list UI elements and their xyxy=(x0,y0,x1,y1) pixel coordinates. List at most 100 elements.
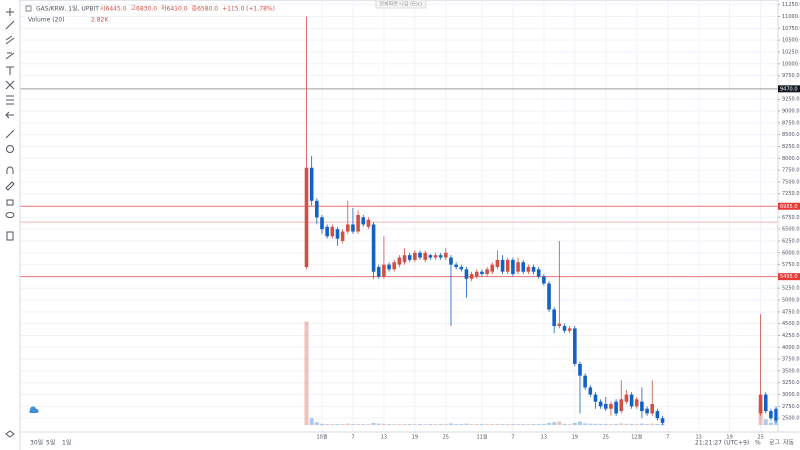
volume-bar xyxy=(526,424,531,425)
y-tick-label: 4500.0 xyxy=(782,321,800,327)
fib-tool[interactable] xyxy=(6,95,14,105)
candle-body xyxy=(433,255,438,258)
candle-body xyxy=(407,255,412,260)
scale-option[interactable]: % xyxy=(755,440,761,447)
candle-body xyxy=(614,401,618,414)
y-tick-label: 11250.0 xyxy=(782,2,800,8)
volume-bar xyxy=(340,424,345,425)
scale-option[interactable]: 로그 xyxy=(769,440,781,447)
x-tick-label: 25 xyxy=(757,435,763,441)
trash-tool[interactable] xyxy=(6,231,14,241)
x-tick-label: 25 xyxy=(443,435,449,441)
volume-bar xyxy=(304,321,309,425)
candle-body xyxy=(361,217,366,225)
volume-bar xyxy=(557,421,562,425)
candle-body xyxy=(500,259,505,272)
candle-body xyxy=(511,259,515,275)
volume-bar xyxy=(350,424,355,425)
candle-body xyxy=(609,404,613,409)
x-tick-label: 7 xyxy=(511,435,514,441)
x-tick-label: 11월 xyxy=(476,434,487,441)
candle-body xyxy=(547,283,551,310)
x-tick-label: 12월 xyxy=(631,434,642,441)
candle-body xyxy=(490,264,495,272)
zoom-tool[interactable] xyxy=(6,145,14,153)
crosshair-tool[interactable] xyxy=(6,8,14,16)
pattern-tool[interactable] xyxy=(5,80,15,90)
magnet-tool[interactable] xyxy=(6,166,14,174)
candle-body xyxy=(356,215,360,232)
volume-bar xyxy=(474,424,479,425)
volume-bar xyxy=(531,424,536,425)
candle-body xyxy=(562,326,567,331)
x-tick-label: 13 xyxy=(541,435,547,441)
range-button[interactable]: 1일 xyxy=(62,439,71,447)
bottom-bar: 30일 5일 1일 21:21:27 (UTC+9)% 로그 자동 xyxy=(30,439,795,447)
candle-body xyxy=(418,252,422,258)
x-tick-label: 19 xyxy=(726,435,732,441)
collapse-icon[interactable] xyxy=(25,5,32,12)
candle-body xyxy=(655,411,660,419)
y-tick-label: 8250.0 xyxy=(782,144,800,150)
candle-body xyxy=(542,276,546,284)
candle-body xyxy=(531,266,536,272)
y-tick-label: 3250.0 xyxy=(782,380,800,386)
range-button[interactable]: 5일 xyxy=(46,439,55,447)
candle-body xyxy=(335,229,340,239)
cloud-icon[interactable] xyxy=(29,406,39,413)
candle-body xyxy=(619,399,624,412)
clock: 21:21:27 (UTC+9) xyxy=(695,440,749,447)
volume-bar xyxy=(366,424,371,425)
candle-body xyxy=(573,328,577,364)
candle-body xyxy=(495,259,500,267)
price-label-box xyxy=(778,85,800,93)
draw-mode-tool[interactable] xyxy=(5,181,15,191)
banner-box xyxy=(375,0,427,9)
volume-bar xyxy=(443,424,448,425)
candle-body xyxy=(567,328,572,331)
candle-body xyxy=(593,394,598,402)
measure-tool[interactable] xyxy=(5,129,15,139)
volume-bar xyxy=(428,424,433,425)
volume-bar xyxy=(314,422,319,425)
candle-body xyxy=(588,387,593,395)
volume-bar xyxy=(423,424,428,425)
volume-bar xyxy=(433,424,438,425)
y-tick-label: 4750.0 xyxy=(782,309,800,315)
y-tick-label: 5250.0 xyxy=(782,286,800,292)
price-label: 6985.0 xyxy=(780,204,798,210)
pitchfork-tool[interactable] xyxy=(5,35,15,45)
legend-ohlc: +115.0 (+1.78%) xyxy=(222,6,275,13)
y-tick-label: 6250.0 xyxy=(782,238,800,244)
hide-tool[interactable] xyxy=(5,212,15,218)
candle-body xyxy=(583,375,587,388)
volume-bar xyxy=(505,424,510,425)
lock-tool[interactable] xyxy=(6,199,14,206)
volume-bar xyxy=(361,424,366,425)
y-tick-label: 5750.0 xyxy=(782,262,800,268)
candle-body xyxy=(413,252,417,260)
volume-bar xyxy=(650,423,655,425)
y-tick-label: 3750.0 xyxy=(782,357,800,363)
volume-bar xyxy=(567,424,572,425)
brush-tool[interactable] xyxy=(5,52,15,60)
volume-bar xyxy=(402,424,407,425)
y-tick-label: 3000.0 xyxy=(782,392,800,398)
back-tool[interactable] xyxy=(5,111,14,119)
candle-body xyxy=(769,411,773,419)
range-button[interactable]: 30일 xyxy=(30,439,43,447)
volume-value: 2.82K xyxy=(91,17,109,24)
candle-body xyxy=(309,167,314,201)
layers-button[interactable] xyxy=(5,430,15,438)
text-tool[interactable] xyxy=(6,66,14,75)
scale-option[interactable]: 자동 xyxy=(783,439,795,447)
candle-body xyxy=(505,259,510,272)
candle-body xyxy=(376,266,381,277)
candle-body xyxy=(304,167,309,267)
candle-body xyxy=(459,266,464,270)
volume-bar xyxy=(547,422,552,425)
candle-body xyxy=(578,363,582,376)
trendline-tool[interactable] xyxy=(5,20,15,30)
candle-body xyxy=(402,255,407,263)
volume-bar xyxy=(418,424,423,425)
